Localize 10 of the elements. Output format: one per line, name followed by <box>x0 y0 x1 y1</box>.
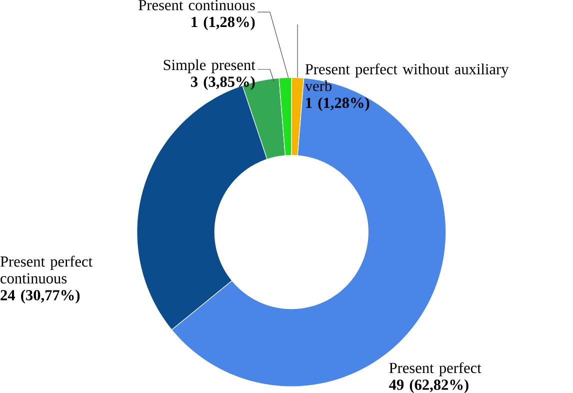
slice-label: Present continuous <box>138 0 255 10</box>
data-label: 1 (1,28%) <box>192 16 255 30</box>
data-label: 1 (1,28%) <box>306 97 370 112</box>
data-label: 49 (62,82%) <box>389 379 468 393</box>
slice-label: Simple present <box>164 59 256 74</box>
data-label: 24 (30,77%) <box>0 290 80 304</box>
slice-label: Present perfect continuous <box>0 256 92 284</box>
data-label: 3 (3,85%) <box>190 76 255 90</box>
slice-label: Present perfect without auxiliary verb <box>304 63 509 92</box>
slice-label: Present perfect <box>389 362 482 376</box>
